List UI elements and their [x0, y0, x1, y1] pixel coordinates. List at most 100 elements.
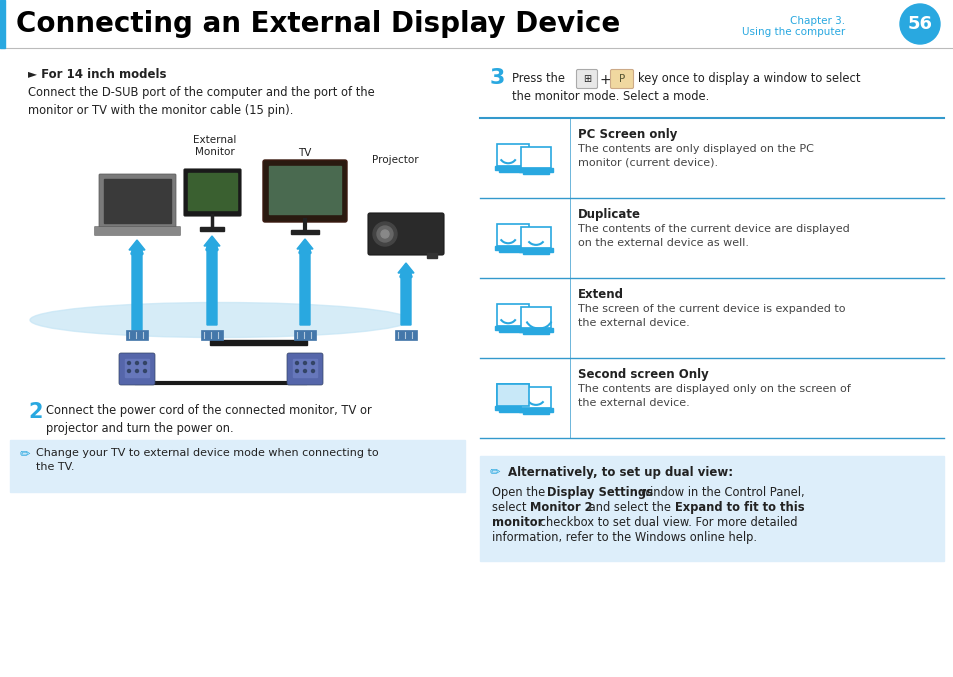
Bar — [201, 330, 223, 340]
Text: Duplicate: Duplicate — [578, 208, 640, 221]
Text: Change your TV to external device mode when connecting to
the TV.: Change your TV to external device mode w… — [36, 448, 378, 473]
Circle shape — [312, 362, 314, 364]
Text: Expand to fit to this: Expand to fit to this — [675, 501, 803, 514]
Circle shape — [128, 362, 131, 364]
Text: Connect the power cord of the connected monitor, TV or
projector and turn the po: Connect the power cord of the connected … — [46, 404, 372, 435]
FancyArrow shape — [129, 240, 145, 330]
Bar — [522, 251, 548, 253]
Bar — [495, 326, 531, 330]
FancyBboxPatch shape — [119, 353, 154, 385]
FancyBboxPatch shape — [520, 227, 551, 248]
FancyBboxPatch shape — [497, 304, 529, 326]
Circle shape — [373, 222, 396, 246]
Circle shape — [380, 230, 389, 238]
Text: checkbox to set dual view. For more detailed: checkbox to set dual view. For more deta… — [536, 516, 797, 529]
Text: monitor: monitor — [492, 516, 543, 529]
Bar — [518, 408, 553, 412]
Text: information, refer to the Windows online help.: information, refer to the Windows online… — [492, 531, 757, 544]
FancyBboxPatch shape — [94, 227, 180, 236]
FancyBboxPatch shape — [99, 174, 175, 228]
Text: Connect the D-SUB port of the computer and the port of the
monitor or TV with th: Connect the D-SUB port of the computer a… — [28, 86, 375, 117]
Text: 3: 3 — [490, 68, 505, 88]
Bar — [495, 246, 531, 250]
Circle shape — [128, 370, 131, 372]
Circle shape — [303, 370, 306, 372]
Bar — [498, 250, 526, 252]
Text: TV: TV — [298, 148, 312, 158]
Text: PC Screen only: PC Screen only — [578, 128, 677, 141]
Bar — [522, 412, 548, 414]
Circle shape — [295, 370, 298, 372]
FancyBboxPatch shape — [184, 169, 241, 216]
Bar — [188, 173, 236, 210]
FancyBboxPatch shape — [520, 307, 551, 328]
Bar — [126, 330, 148, 340]
FancyBboxPatch shape — [520, 387, 551, 408]
Text: the monitor mode. Select a mode.: the monitor mode. Select a mode. — [512, 90, 708, 103]
Text: The contents are displayed only on the screen of
the external device.: The contents are displayed only on the s… — [578, 384, 850, 408]
Text: 2: 2 — [28, 402, 43, 422]
Text: Display Settings: Display Settings — [546, 486, 652, 499]
Text: Extend: Extend — [578, 288, 623, 301]
Circle shape — [143, 362, 147, 364]
Bar — [498, 410, 526, 412]
Text: The screen of the current device is expanded to
the external device.: The screen of the current device is expa… — [578, 304, 844, 328]
Circle shape — [295, 362, 298, 364]
Circle shape — [312, 370, 314, 372]
Text: ► For 14 inch models: ► For 14 inch models — [28, 68, 167, 81]
Text: The contents are only displayed on the PC
monitor (current device).: The contents are only displayed on the P… — [578, 144, 813, 168]
Circle shape — [143, 370, 147, 372]
Text: Alternatively, to set up dual view:: Alternatively, to set up dual view: — [507, 466, 732, 479]
Text: External
Monitor: External Monitor — [193, 135, 236, 157]
Bar — [125, 359, 149, 377]
FancyBboxPatch shape — [497, 224, 529, 246]
Circle shape — [303, 362, 306, 364]
Text: ✏: ✏ — [20, 448, 30, 461]
FancyBboxPatch shape — [497, 144, 529, 166]
Text: The contents of the current device are displayed
on the external device as well.: The contents of the current device are d… — [578, 224, 849, 248]
FancyBboxPatch shape — [576, 70, 597, 89]
Bar — [518, 248, 553, 251]
Text: Projector: Projector — [372, 155, 417, 165]
FancyBboxPatch shape — [610, 70, 633, 89]
FancyArrow shape — [397, 263, 414, 325]
Text: ✏: ✏ — [490, 466, 500, 479]
FancyBboxPatch shape — [368, 213, 443, 255]
Circle shape — [899, 4, 939, 44]
Text: ⊞: ⊞ — [582, 74, 591, 84]
Circle shape — [135, 370, 138, 372]
Bar — [0, 0, 5, 48]
Bar — [522, 332, 548, 334]
Text: Second screen Only: Second screen Only — [578, 368, 708, 381]
Bar — [10, 440, 464, 492]
Bar — [269, 166, 340, 214]
Text: Monitor 2: Monitor 2 — [530, 501, 592, 514]
FancyBboxPatch shape — [497, 384, 529, 406]
Circle shape — [376, 226, 393, 242]
Bar — [495, 406, 531, 410]
Bar — [104, 179, 171, 223]
Circle shape — [135, 362, 138, 364]
FancyBboxPatch shape — [287, 353, 323, 385]
Text: key once to display a window to select: key once to display a window to select — [638, 72, 860, 85]
FancyBboxPatch shape — [263, 160, 347, 222]
Bar — [498, 330, 526, 332]
Bar — [518, 167, 553, 171]
Text: Using the computer: Using the computer — [741, 27, 844, 37]
Ellipse shape — [30, 303, 410, 338]
Text: and select the: and select the — [584, 501, 674, 514]
FancyArrow shape — [296, 239, 313, 325]
Bar — [200, 227, 224, 231]
FancyArrow shape — [204, 236, 220, 325]
Bar — [522, 171, 548, 173]
Bar — [293, 359, 316, 377]
Text: P: P — [618, 74, 624, 84]
Bar — [495, 166, 531, 170]
FancyBboxPatch shape — [497, 384, 529, 406]
Bar — [294, 330, 315, 340]
Text: select: select — [492, 501, 530, 514]
Bar — [291, 230, 318, 234]
Bar — [518, 328, 553, 332]
Bar — [0, 0, 953, 48]
Text: window in the Control Panel,: window in the Control Panel, — [637, 486, 803, 499]
